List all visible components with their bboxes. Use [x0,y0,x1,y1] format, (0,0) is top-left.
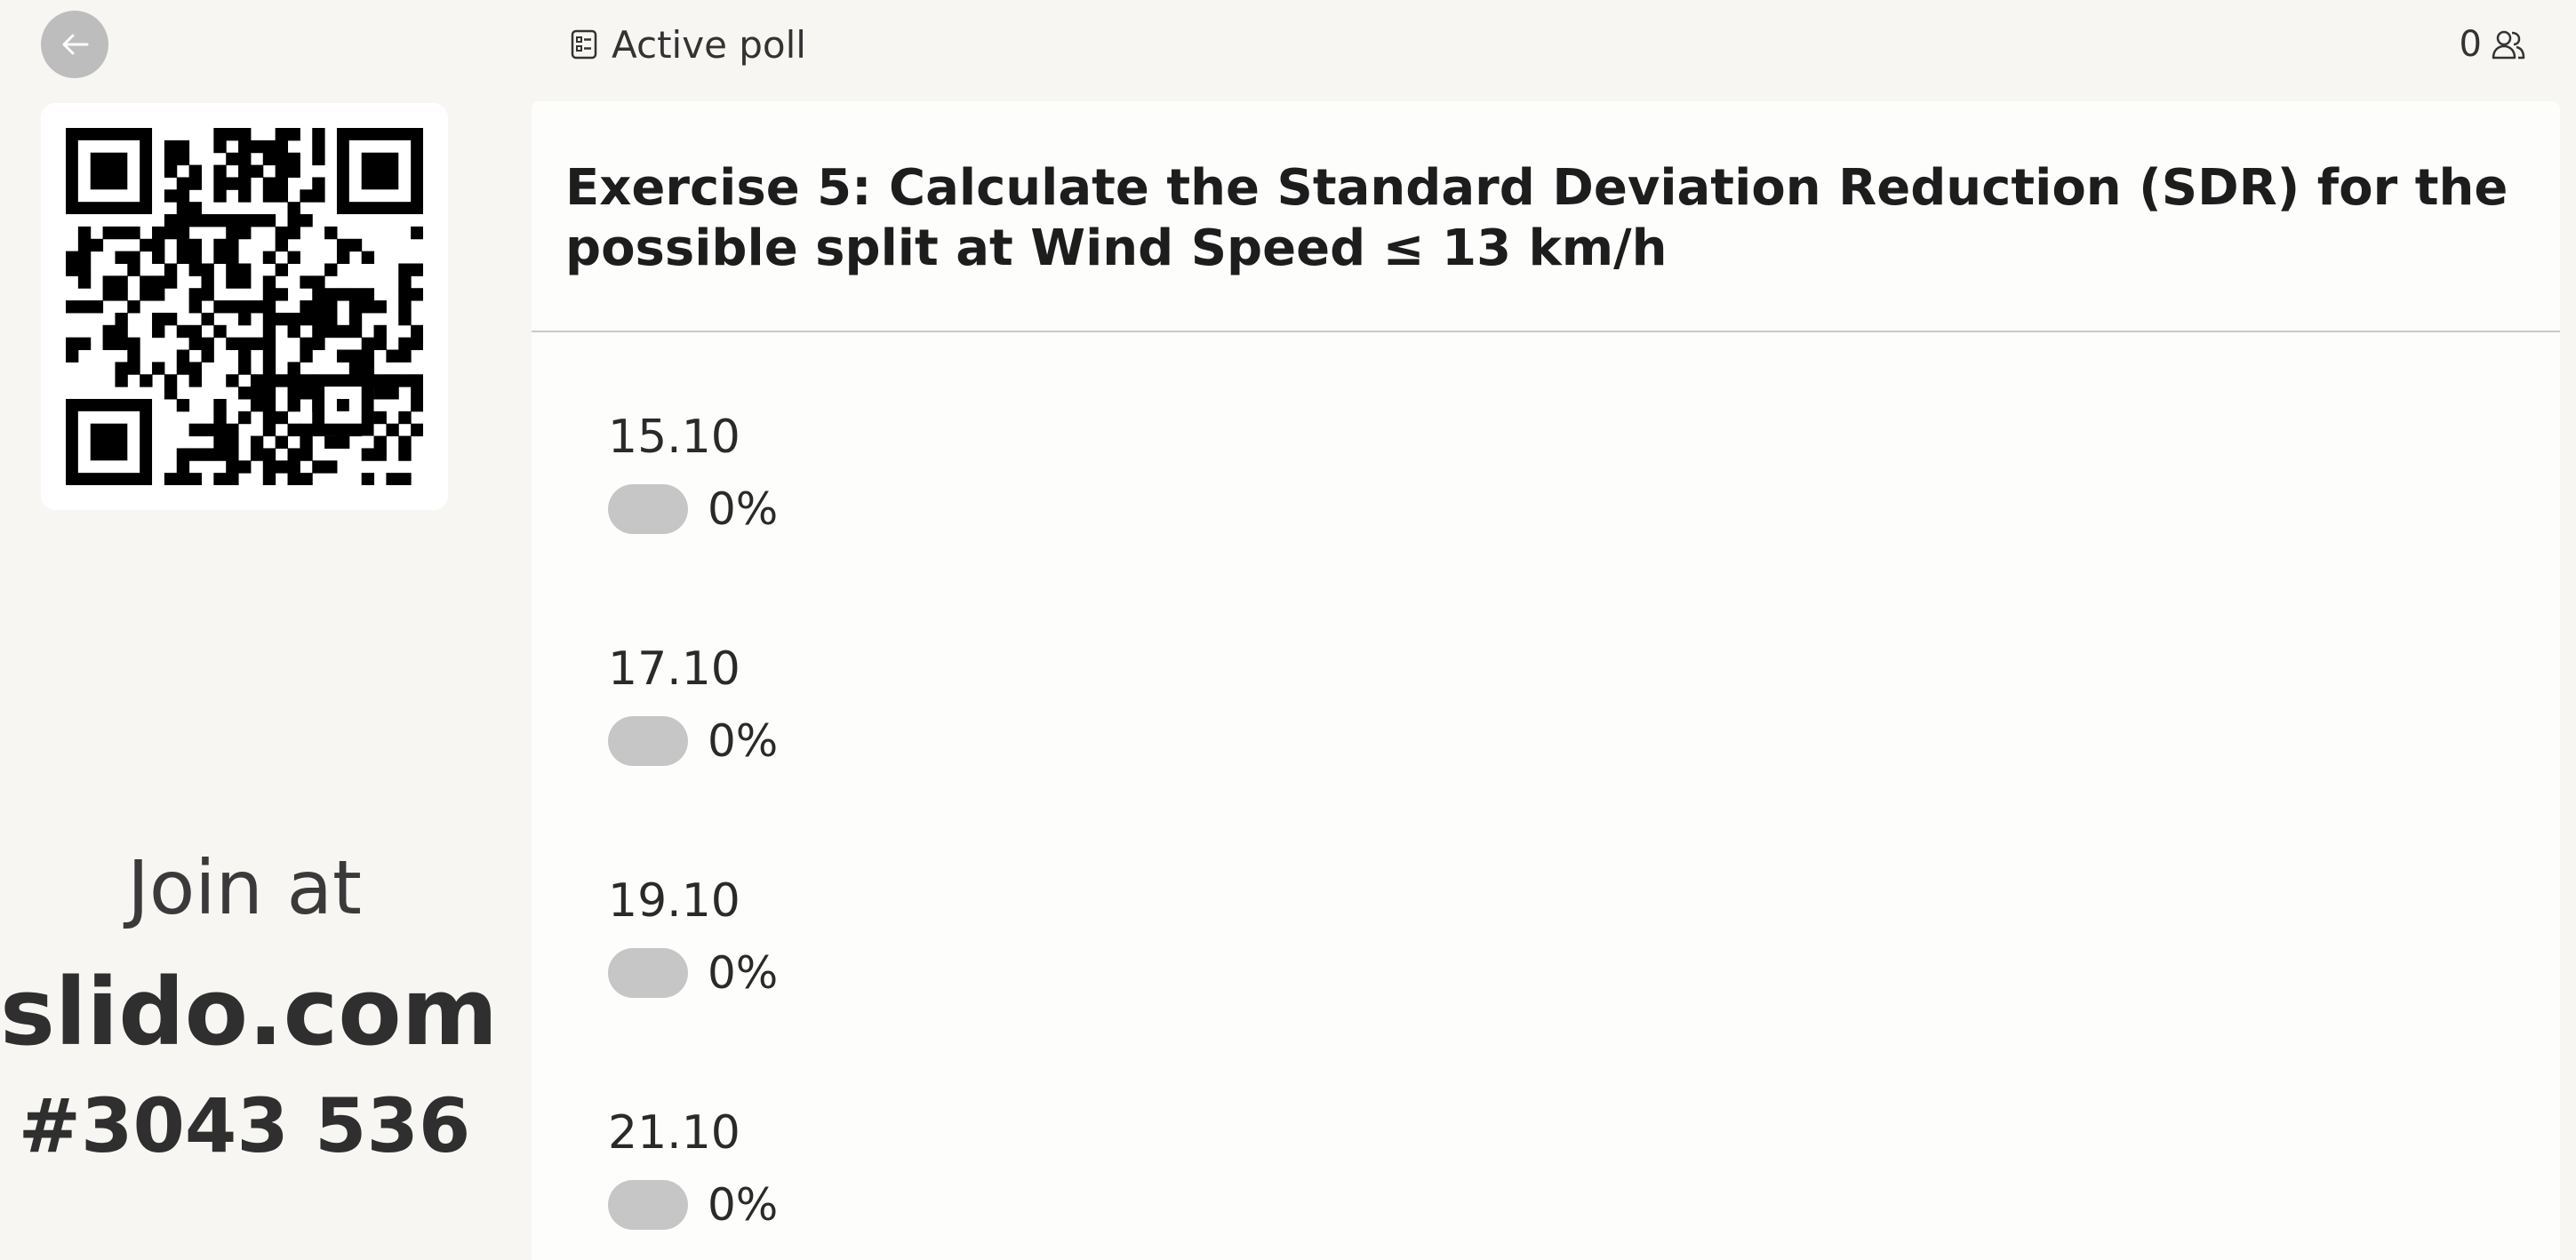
qr-code-card[interactable] [41,103,448,510]
option-percent: 0% [708,1179,779,1231]
option-label: 19.10 [608,874,740,928]
result-bar [608,1180,688,1230]
divider [532,331,2560,332]
poll-status-label: Active poll [612,22,806,67]
result-bar [608,716,688,766]
poll-option: 15.10 0% [608,409,1408,535]
option-label: 15.10 [608,411,740,464]
arrow-left-icon [62,34,89,55]
participant-counter: 0 [2460,20,2526,69]
result-bar [608,484,688,534]
join-instruction: Join at [127,844,362,931]
event-code: #3043 536 [18,1082,471,1169]
result-bar [608,948,688,998]
back-button[interactable] [41,11,108,78]
option-percent: 0% [708,947,779,999]
poll-status: Active poll [571,20,806,69]
option-percent: 0% [708,483,779,535]
poll-option: 17.10 0% [608,641,1408,767]
option-label: 17.10 [608,642,740,696]
poll-question: Exercise 5: Calculate the Standard Devia… [565,159,2508,277]
poll-option: 19.10 0% [608,873,1408,999]
join-site: slido.com [0,958,499,1066]
join-sidebar: Join at slido.com #3043 536 [0,98,532,1260]
poll-panel: Exercise 5: Calculate the Standard Devia… [532,101,2560,1260]
poll-option: 21.10 0% [608,1104,1408,1231]
people-icon [2492,30,2525,60]
option-label: 21.10 [608,1106,740,1160]
participant-count: 0 [2459,24,2482,65]
poll-list-icon [571,29,597,60]
top-bar: Active poll 0 [0,0,2576,98]
qr-code [66,128,423,485]
option-percent: 0% [708,715,779,767]
